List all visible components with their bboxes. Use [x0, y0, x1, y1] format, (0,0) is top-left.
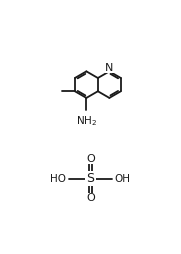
Text: S: S	[87, 172, 94, 185]
Text: O: O	[86, 154, 95, 164]
Text: HO: HO	[50, 173, 66, 184]
Text: NH$_2$: NH$_2$	[76, 114, 97, 128]
Text: OH: OH	[115, 173, 131, 184]
Text: O: O	[86, 193, 95, 203]
Text: N: N	[105, 63, 113, 73]
